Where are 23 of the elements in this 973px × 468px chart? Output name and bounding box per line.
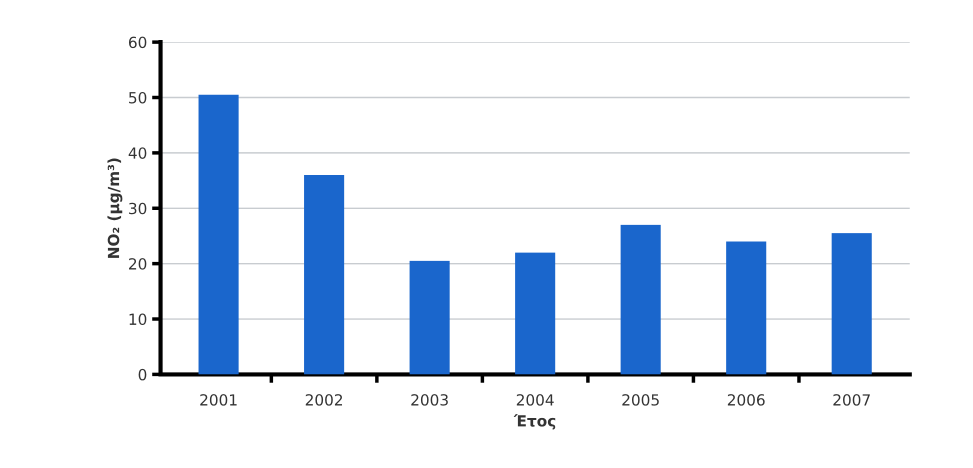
y-tick-label: 40 [128,147,146,159]
x-tick-label: 2006 [728,394,765,406]
bar [304,175,344,374]
x-axis-title: Έτος [514,414,556,430]
y-tick-label: 0 [138,368,146,380]
x-tick-label: 2003 [411,394,448,406]
x-tick-label: 2005 [622,394,659,406]
bar [620,224,661,374]
x-tick-label: 2007 [833,394,870,406]
bar [410,260,450,374]
x-tick-label: 2002 [306,394,342,406]
bar [832,233,872,374]
bar [198,94,239,374]
y-tick-label: 30 [129,202,146,214]
bar [726,241,766,374]
y-tick-label: 20 [129,258,146,270]
x-tick-label: 2004 [516,394,554,406]
y-tick-label: 10 [130,313,146,326]
x-tick-label: 2001 [200,394,237,406]
y-tick-label: 50 [129,92,146,104]
y-tick-label: 60 [128,36,146,48]
bar [515,252,556,374]
y-axis-title: NO₂ (μg/m³) [107,158,122,258]
